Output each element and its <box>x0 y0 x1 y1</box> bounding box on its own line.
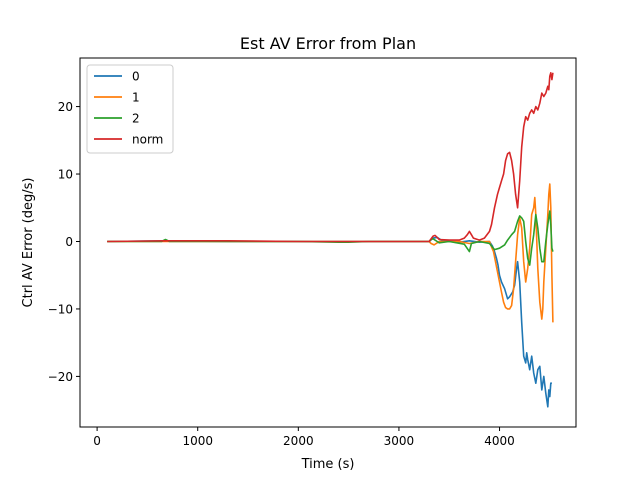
legend-label-2: 2 <box>132 112 140 126</box>
y-tick-label-1: −10 <box>48 302 73 316</box>
y-tick-label-3: 10 <box>58 168 73 182</box>
series-line-3 <box>107 72 554 243</box>
y-tick-label-0: −20 <box>48 370 73 384</box>
x-axis-label: Time (s) <box>301 457 355 472</box>
y-axis-label: Ctrl AV Error (deg/s) <box>21 178 36 308</box>
axes-layer: 0 1000 2000 3000 4000 −20 −10 0 10 20 <box>48 100 515 448</box>
series-layer <box>107 72 554 408</box>
plot-frame <box>79 57 577 428</box>
legend-label-1: 1 <box>132 91 140 105</box>
chart-title: Est AV Error from Plan <box>240 34 416 53</box>
legend-label-0: 0 <box>132 70 140 84</box>
x-tick-label-1: 1000 <box>182 434 213 448</box>
legend: 0 1 2 norm <box>86 64 174 154</box>
y-tick-label-2: 0 <box>65 235 73 249</box>
legend-box <box>86 64 174 154</box>
x-tick-label-4: 4000 <box>484 434 515 448</box>
y-tick-label-4: 20 <box>58 100 73 114</box>
x-tick-label-3: 3000 <box>384 434 415 448</box>
x-tick-label-0: 0 <box>93 434 101 448</box>
x-tick-label-2: 2000 <box>283 434 314 448</box>
legend-label-3: norm <box>132 133 163 147</box>
